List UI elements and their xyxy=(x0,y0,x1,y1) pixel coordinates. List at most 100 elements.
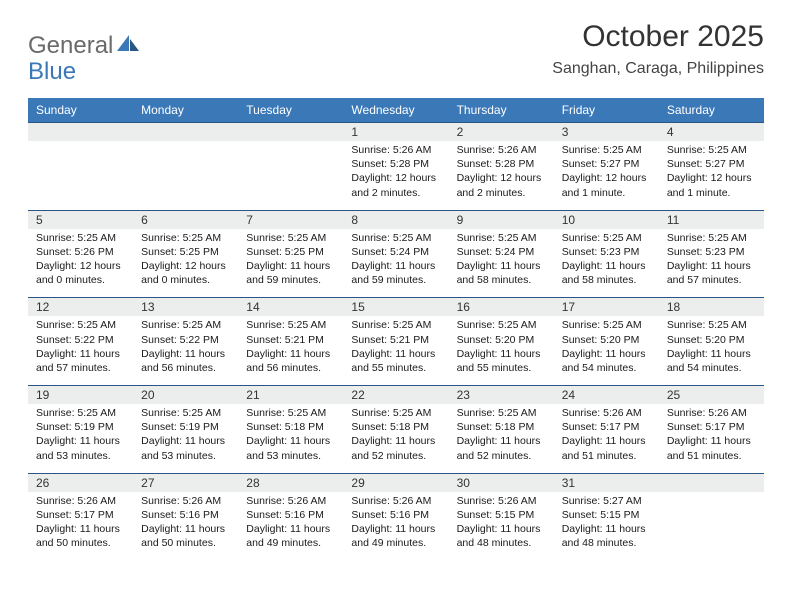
day-line: Daylight: 12 hours xyxy=(36,259,125,273)
day-line: Daylight: 11 hours xyxy=(246,347,335,361)
day-number: 13 xyxy=(133,298,238,316)
daynum-row: 12131415161718 xyxy=(28,297,764,316)
day-body: Sunrise: 5:26 AMSunset: 5:28 PMDaylight:… xyxy=(343,141,448,210)
day-line: Sunset: 5:21 PM xyxy=(246,333,335,347)
day-line: Sunset: 5:25 PM xyxy=(141,245,230,259)
day-line: and 0 minutes. xyxy=(141,273,230,287)
day-line: Sunrise: 5:25 AM xyxy=(667,143,756,157)
day-number: 6 xyxy=(133,211,238,229)
day-line: Sunrise: 5:25 AM xyxy=(562,143,651,157)
day-number: 20 xyxy=(133,386,238,404)
weeks-container: 1234Sunrise: 5:26 AMSunset: 5:28 PMDayli… xyxy=(28,122,764,560)
day-number: 25 xyxy=(659,386,764,404)
day-line: Sunset: 5:16 PM xyxy=(141,508,230,522)
day-line: and 52 minutes. xyxy=(457,449,546,463)
dow-saturday: Saturday xyxy=(659,98,764,122)
day-body: Sunrise: 5:25 AMSunset: 5:26 PMDaylight:… xyxy=(28,229,133,298)
day-line: Sunrise: 5:25 AM xyxy=(351,231,440,245)
day-number: 7 xyxy=(238,211,343,229)
day-line: Sunset: 5:18 PM xyxy=(246,420,335,434)
day-body: Sunrise: 5:26 AMSunset: 5:16 PMDaylight:… xyxy=(238,492,343,561)
day-line: Sunrise: 5:25 AM xyxy=(457,406,546,420)
day-line: Sunset: 5:18 PM xyxy=(457,420,546,434)
day-line: and 49 minutes. xyxy=(246,536,335,550)
day-number: 26 xyxy=(28,474,133,492)
day-body: Sunrise: 5:25 AMSunset: 5:27 PMDaylight:… xyxy=(554,141,659,210)
day-line: and 48 minutes. xyxy=(562,536,651,550)
day-number: 28 xyxy=(238,474,343,492)
day-body: Sunrise: 5:25 AMSunset: 5:24 PMDaylight:… xyxy=(343,229,448,298)
body-row: Sunrise: 5:25 AMSunset: 5:19 PMDaylight:… xyxy=(28,404,764,473)
month-title: October 2025 xyxy=(552,20,764,54)
day-number: 16 xyxy=(449,298,554,316)
dow-sunday: Sunday xyxy=(28,98,133,122)
day-body xyxy=(238,141,343,210)
body-row: Sunrise: 5:25 AMSunset: 5:26 PMDaylight:… xyxy=(28,229,764,298)
day-body xyxy=(659,492,764,561)
day-body: Sunrise: 5:26 AMSunset: 5:17 PMDaylight:… xyxy=(554,404,659,473)
day-line: Sunrise: 5:25 AM xyxy=(562,231,651,245)
daynum-row: 1234 xyxy=(28,122,764,141)
day-number: 23 xyxy=(449,386,554,404)
day-number xyxy=(659,474,764,492)
day-number: 11 xyxy=(659,211,764,229)
day-line: Sunrise: 5:25 AM xyxy=(351,318,440,332)
day-body: Sunrise: 5:26 AMSunset: 5:16 PMDaylight:… xyxy=(133,492,238,561)
day-number: 17 xyxy=(554,298,659,316)
day-line: Daylight: 11 hours xyxy=(457,347,546,361)
day-line: Sunset: 5:23 PM xyxy=(562,245,651,259)
day-line: Sunrise: 5:25 AM xyxy=(667,231,756,245)
day-body xyxy=(133,141,238,210)
day-line: Daylight: 11 hours xyxy=(351,434,440,448)
day-line: Sunrise: 5:25 AM xyxy=(141,231,230,245)
day-line: Sunset: 5:16 PM xyxy=(246,508,335,522)
day-line: Daylight: 11 hours xyxy=(351,259,440,273)
day-line: Sunset: 5:22 PM xyxy=(36,333,125,347)
day-body: Sunrise: 5:25 AMSunset: 5:18 PMDaylight:… xyxy=(238,404,343,473)
day-body: Sunrise: 5:25 AMSunset: 5:19 PMDaylight:… xyxy=(133,404,238,473)
day-line: Daylight: 11 hours xyxy=(36,347,125,361)
dow-monday: Monday xyxy=(133,98,238,122)
day-line: Sunrise: 5:26 AM xyxy=(457,143,546,157)
day-number: 18 xyxy=(659,298,764,316)
day-line: Sunrise: 5:26 AM xyxy=(351,143,440,157)
daynum-row: 262728293031 xyxy=(28,473,764,492)
day-number: 27 xyxy=(133,474,238,492)
day-line: and 52 minutes. xyxy=(351,449,440,463)
day-line: and 55 minutes. xyxy=(457,361,546,375)
day-body: Sunrise: 5:25 AMSunset: 5:27 PMDaylight:… xyxy=(659,141,764,210)
day-line: Daylight: 11 hours xyxy=(351,347,440,361)
day-number: 19 xyxy=(28,386,133,404)
day-line: Daylight: 11 hours xyxy=(351,522,440,536)
day-line: Sunset: 5:24 PM xyxy=(457,245,546,259)
day-number: 2 xyxy=(449,123,554,141)
daynum-row: 19202122232425 xyxy=(28,385,764,404)
day-line: and 49 minutes. xyxy=(351,536,440,550)
title-block: October 2025 Sanghan, Caraga, Philippine… xyxy=(552,20,764,78)
day-line: Sunrise: 5:25 AM xyxy=(36,231,125,245)
day-line: Daylight: 12 hours xyxy=(562,171,651,185)
day-line: and 53 minutes. xyxy=(141,449,230,463)
day-body: Sunrise: 5:25 AMSunset: 5:24 PMDaylight:… xyxy=(449,229,554,298)
day-line: Sunrise: 5:27 AM xyxy=(562,494,651,508)
day-number: 21 xyxy=(238,386,343,404)
day-line: Sunrise: 5:26 AM xyxy=(457,494,546,508)
day-number xyxy=(238,123,343,141)
logo: General xyxy=(28,20,141,60)
day-line: Daylight: 11 hours xyxy=(457,522,546,536)
day-line: Daylight: 11 hours xyxy=(562,522,651,536)
day-line: Sunset: 5:28 PM xyxy=(351,157,440,171)
day-body: Sunrise: 5:25 AMSunset: 5:20 PMDaylight:… xyxy=(554,316,659,385)
day-line: and 51 minutes. xyxy=(562,449,651,463)
day-line: Daylight: 11 hours xyxy=(246,259,335,273)
day-number: 12 xyxy=(28,298,133,316)
day-line: Sunrise: 5:25 AM xyxy=(141,318,230,332)
day-line: and 2 minutes. xyxy=(351,186,440,200)
day-line: Daylight: 11 hours xyxy=(457,434,546,448)
day-line: and 56 minutes. xyxy=(141,361,230,375)
day-line: Sunrise: 5:25 AM xyxy=(141,406,230,420)
day-body: Sunrise: 5:25 AMSunset: 5:20 PMDaylight:… xyxy=(659,316,764,385)
day-body: Sunrise: 5:27 AMSunset: 5:15 PMDaylight:… xyxy=(554,492,659,561)
day-number: 22 xyxy=(343,386,448,404)
location-label: Sanghan, Caraga, Philippines xyxy=(552,60,764,78)
